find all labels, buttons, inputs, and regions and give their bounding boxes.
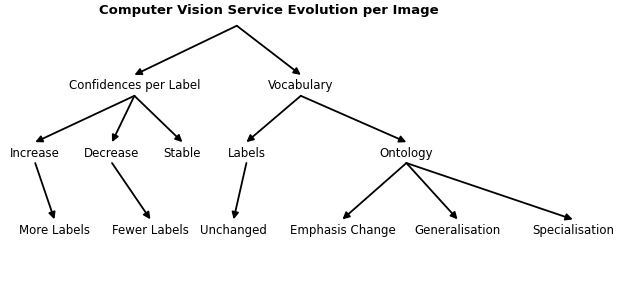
Text: Emphasis Change: Emphasis Change xyxy=(289,224,396,237)
Text: Generalisation: Generalisation xyxy=(415,224,500,237)
Text: Specialisation: Specialisation xyxy=(532,224,614,237)
Text: Confidences per Label: Confidences per Label xyxy=(68,79,200,92)
Text: More Labels: More Labels xyxy=(19,224,90,237)
Text: Ontology: Ontology xyxy=(380,146,433,160)
Text: Vocabulary: Vocabulary xyxy=(268,79,333,92)
Text: Fewer Labels: Fewer Labels xyxy=(112,224,189,237)
Text: Increase: Increase xyxy=(10,146,60,160)
Text: Labels: Labels xyxy=(227,146,266,160)
Text: Stable: Stable xyxy=(164,146,201,160)
Text: Computer Vision Service Evolution per Image: Computer Vision Service Evolution per Im… xyxy=(99,4,439,17)
Text: Unchanged: Unchanged xyxy=(200,224,267,237)
Text: Decrease: Decrease xyxy=(84,146,140,160)
